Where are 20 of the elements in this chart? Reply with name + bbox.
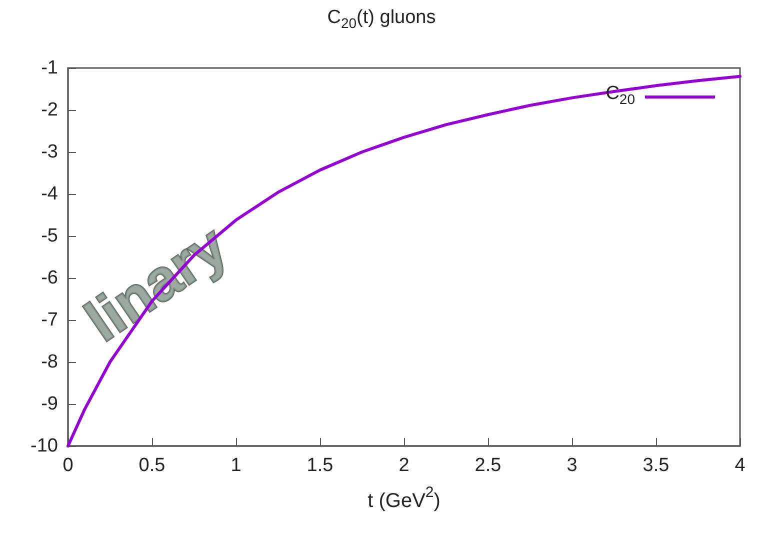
chart-title: C$_{20}$(t) gluons — [326, 7, 437, 32]
y-tick-label: -1 — [41, 58, 58, 78]
x-tick-label: 2.5 — [474, 455, 502, 476]
x-tick-label: 2 — [398, 455, 410, 476]
y-tick-label: -3 — [41, 142, 58, 162]
y-tick-label: -10 — [30, 436, 58, 456]
y-tick-label: -6 — [41, 268, 58, 288]
y-tick-label: -5 — [41, 226, 58, 246]
y-tick-label: -9 — [41, 394, 58, 414]
y-tick-label: -2 — [41, 100, 58, 120]
x-tick-label: 1 — [230, 455, 242, 476]
x-tick-label: 0.5 — [138, 455, 166, 476]
x-tick-label: 4 — [734, 455, 746, 476]
x-tick-label: 0 — [62, 455, 74, 476]
x-tick-label: 1.5 — [306, 455, 334, 476]
y-tick-label: -4 — [41, 184, 58, 204]
y-tick-label: -8 — [41, 352, 58, 372]
y-tick-label: -7 — [41, 310, 58, 330]
x-tick-label: 3.5 — [642, 455, 670, 476]
x-tick-label: 3 — [566, 455, 578, 476]
